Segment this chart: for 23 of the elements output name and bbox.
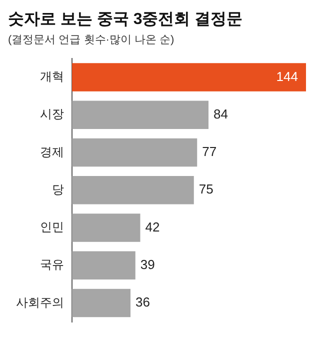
- data-label: 39: [140, 256, 155, 272]
- data-label: 36: [136, 294, 150, 310]
- bar: [72, 214, 140, 242]
- y-tick-label: 시장: [40, 107, 64, 122]
- chart-title: 숫자로 보는 중국 3중전회 결정문: [8, 11, 243, 28]
- y-tick-label: 인민: [40, 220, 64, 234]
- bar: [72, 63, 306, 92]
- bar: [72, 138, 198, 167]
- bar: [72, 176, 194, 204]
- data-label: 77: [202, 144, 217, 160]
- bar: [72, 251, 136, 280]
- bar: [72, 100, 208, 129]
- y-tick-label: 경제: [40, 144, 64, 159]
- data-label: 144: [276, 68, 298, 84]
- y-tick-label: 사회주의: [16, 295, 64, 310]
- y-tick-label: 개혁: [40, 70, 64, 84]
- bar: [72, 288, 130, 318]
- y-tick-label: 국유: [40, 258, 64, 272]
- data-label: 75: [198, 182, 214, 197]
- data-label: 42: [145, 219, 160, 234]
- y-tick-label: 당: [52, 182, 64, 196]
- chart-subtitle: (결정문서 언급 횟수·많이 나온 순): [8, 34, 174, 46]
- data-label: 84: [214, 106, 228, 122]
